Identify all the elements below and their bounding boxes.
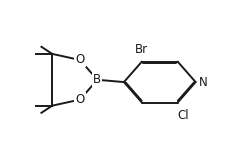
Text: O: O bbox=[75, 93, 85, 106]
Text: Cl: Cl bbox=[178, 109, 189, 122]
Text: O: O bbox=[75, 53, 85, 66]
Text: B: B bbox=[93, 73, 101, 86]
Text: Br: Br bbox=[135, 43, 148, 56]
Text: N: N bbox=[199, 76, 208, 89]
